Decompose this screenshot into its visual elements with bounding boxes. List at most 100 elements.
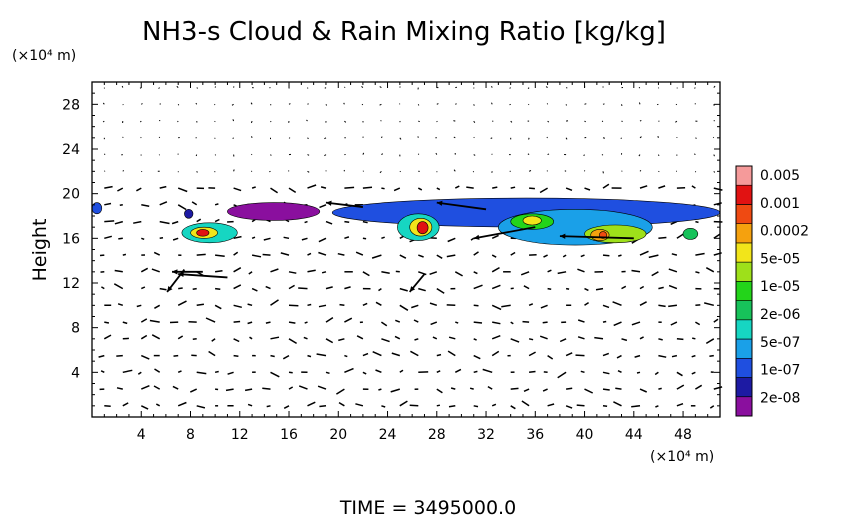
wind-vector (233, 338, 240, 343)
wind-vector (117, 303, 124, 307)
wind-vector (270, 154, 272, 156)
x-axis: 4 8 12 16 20 24 28 32 36 40 44 48 (103, 82, 709, 443)
wind-vector (232, 137, 234, 139)
wind-vector (455, 103, 457, 105)
wind-vector (429, 302, 438, 307)
x-tick-label: 36 (526, 427, 544, 443)
wind-vector (103, 153, 106, 155)
wind-vector (298, 287, 308, 290)
wind-vector (177, 300, 187, 306)
wind-vector (158, 136, 161, 139)
wind-vector (695, 220, 699, 224)
wind-vector (413, 319, 419, 323)
wind-arrow-head (436, 200, 443, 206)
wind-vector (208, 350, 216, 357)
wind-vector (454, 271, 463, 277)
wind-vector (172, 385, 179, 390)
wind-vector (580, 254, 585, 258)
colorbar-swatch (735, 319, 753, 340)
wind-vector (196, 371, 207, 375)
colorbar-label: 0.005 (760, 168, 800, 184)
wind-vector (602, 320, 607, 323)
wind-vector (436, 254, 443, 259)
wind-vector (634, 354, 641, 358)
wind-vector (288, 271, 297, 274)
wind-vector (399, 254, 407, 259)
wind-vector (381, 271, 390, 274)
wind-vector (288, 103, 291, 105)
mixing-region (682, 227, 699, 240)
wind-vector (617, 254, 622, 257)
y-tick-label: 20 (62, 187, 80, 203)
wind-vector (141, 385, 150, 390)
wind-vector (490, 137, 493, 139)
x-tick-label: 28 (428, 427, 446, 443)
wind-vector (584, 103, 587, 105)
wind-vector (473, 405, 479, 408)
wind-vector (337, 252, 345, 256)
colorbar-label: 2e-08 (760, 390, 800, 406)
wind-vector (453, 169, 456, 172)
wind-vector (399, 304, 409, 311)
wind-vector (344, 367, 354, 373)
time-footer: TIME = 3495000.0 (339, 497, 516, 519)
wind-vector (575, 354, 585, 357)
wind-vector (149, 319, 160, 323)
wind-vector (510, 186, 516, 189)
wind-vector (616, 354, 622, 359)
wind-vector (584, 388, 594, 394)
wind-vector (528, 137, 530, 140)
wind-vector (557, 271, 567, 275)
wind-vector (139, 120, 142, 123)
wind-vector (344, 186, 355, 189)
wind-vector (101, 286, 105, 290)
wind-vector (233, 284, 242, 290)
wind-vector (430, 321, 438, 326)
wind-vector (122, 321, 128, 325)
wind-vector (521, 400, 530, 407)
wind-vector (658, 304, 666, 308)
colorbar-label: 0.001 (760, 196, 800, 212)
wind-vector (546, 170, 548, 172)
wind-vector (214, 86, 217, 88)
wind-vector (436, 404, 441, 407)
wind-vector (491, 254, 497, 258)
wind-vector (133, 220, 142, 224)
wind-vector (196, 218, 202, 223)
wind-vector (227, 371, 234, 375)
wind-vector (214, 269, 223, 273)
wind-vector (307, 401, 316, 407)
wind-vector (288, 338, 297, 345)
wind-vector (417, 187, 423, 191)
x-tick-label: 8 (186, 427, 195, 443)
wind-vector (298, 385, 308, 390)
wind-vector (265, 321, 271, 324)
wind-vector (523, 285, 530, 290)
wind-vector (671, 253, 678, 256)
wind-vector (417, 153, 420, 155)
wind-vector (545, 86, 548, 89)
wind-vector (692, 337, 696, 340)
wind-vector (491, 304, 502, 311)
wind-vector (539, 335, 548, 340)
wind-vector (713, 170, 716, 173)
wind-vector (104, 235, 112, 240)
wind-vector (528, 170, 532, 172)
mixing-region (522, 215, 542, 226)
wind-vector (324, 154, 327, 157)
wind-vector (114, 220, 124, 225)
wind-vector (98, 354, 105, 358)
wind-arrow (559, 235, 634, 240)
x-tick-label: 48 (674, 427, 692, 443)
wind-vector (595, 287, 604, 291)
wind-vector (379, 103, 382, 106)
wind-vector (321, 271, 327, 274)
wind-vector (491, 403, 497, 407)
wind-vector (247, 403, 253, 407)
wind-vector (527, 153, 530, 156)
wind-vector (639, 185, 648, 189)
wind-vector (547, 120, 550, 123)
wind-vector (325, 286, 333, 290)
x-tick-label: 20 (329, 427, 347, 443)
colorbar-label: 5e-05 (760, 251, 800, 267)
